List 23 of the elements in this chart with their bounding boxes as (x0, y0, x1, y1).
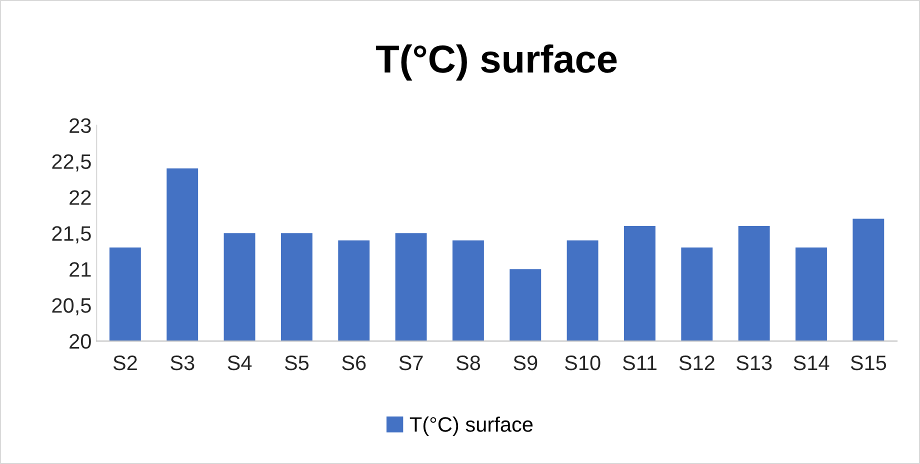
x-tick-label: S6 (342, 355, 366, 370)
x-tick-label: S14 (794, 355, 830, 370)
x-tick-label: S2 (113, 355, 137, 370)
chart-title: T(°C) surface (376, 44, 617, 81)
x-tick-label: S7 (399, 355, 423, 370)
x-tick-label: S5 (284, 355, 309, 370)
y-tick-label: 20,5 (52, 298, 91, 316)
y-tick-label: 22,5 (52, 154, 91, 172)
x-tick-label: S11 (622, 355, 656, 370)
y-tick-label: 23 (70, 118, 91, 134)
x-tick-label: S9 (514, 355, 538, 370)
x-tick-label: S10 (564, 355, 600, 370)
y-tick-label: 20 (70, 334, 91, 349)
x-tick-label: S15 (850, 355, 886, 370)
x-tick-label: S13 (736, 355, 772, 370)
legend-label: T(°C) surface (410, 416, 533, 436)
x-tick-label: S3 (170, 355, 194, 370)
x-tick-label: S8 (456, 355, 480, 370)
y-tick-label: 21 (70, 262, 91, 277)
y-tick-label: 21,5 (52, 226, 91, 244)
x-tick-label: S12 (679, 355, 714, 370)
x-tick-label: S4 (228, 355, 252, 370)
y-tick-label: 22 (70, 190, 91, 205)
